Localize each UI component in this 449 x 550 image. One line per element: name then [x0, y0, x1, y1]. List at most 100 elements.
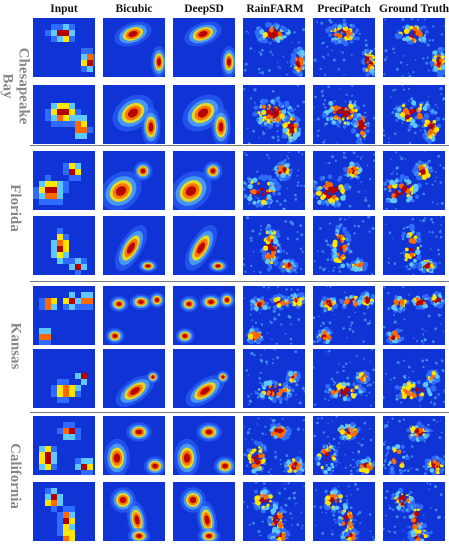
precip-map	[313, 151, 375, 210]
column-header-ground-truth: Ground Truth	[379, 3, 449, 15]
precip-map	[313, 482, 375, 541]
precip-panel	[103, 286, 165, 345]
region-separator	[30, 281, 449, 282]
precip-map	[243, 416, 305, 475]
precip-panel	[33, 286, 95, 345]
row-label-line: Chesapeake	[14, 47, 31, 125]
precip-panel	[313, 151, 375, 210]
row-label-line: California	[7, 443, 23, 509]
precip-map	[173, 216, 235, 275]
precip-map	[173, 85, 235, 144]
column-header-deepsd: DeepSD	[184, 3, 224, 15]
precip-panel	[173, 482, 235, 541]
precip-panel	[313, 85, 375, 144]
precip-panel	[173, 151, 235, 210]
precip-panel	[173, 416, 235, 475]
precip-panel	[173, 85, 235, 144]
precip-panel	[243, 85, 305, 144]
precip-panel	[243, 482, 305, 541]
precip-panel	[243, 416, 305, 475]
precip-panel	[313, 416, 375, 475]
precip-map	[173, 349, 235, 408]
precip-map	[243, 85, 305, 144]
precip-map	[33, 416, 95, 475]
precip-map	[33, 151, 95, 210]
precip-map	[313, 349, 375, 408]
precip-panel	[33, 18, 95, 77]
precip-map	[173, 482, 235, 541]
precip-panel	[173, 18, 235, 77]
precip-map	[33, 286, 95, 345]
precip-map	[383, 18, 445, 77]
precip-panel	[173, 286, 235, 345]
precip-map	[103, 85, 165, 144]
precip-panel	[103, 216, 165, 275]
precip-panel	[313, 18, 375, 77]
precip-panel	[313, 349, 375, 408]
precip-panel	[103, 85, 165, 144]
precip-map	[313, 416, 375, 475]
precip-panel	[383, 416, 445, 475]
region-separator	[30, 412, 449, 413]
precip-panel	[33, 85, 95, 144]
precip-map	[103, 349, 165, 408]
precip-panel	[33, 216, 95, 275]
precip-panel	[33, 482, 95, 541]
region-separator	[30, 145, 449, 146]
precip-map	[173, 416, 235, 475]
precip-map	[313, 286, 375, 345]
precip-map	[33, 85, 95, 144]
precip-map	[173, 151, 235, 210]
precip-panel	[33, 416, 95, 475]
precip-panel	[33, 151, 95, 210]
precip-map	[103, 416, 165, 475]
precip-map	[383, 151, 445, 210]
precip-map	[383, 85, 445, 144]
precip-map	[243, 216, 305, 275]
column-header-input: Input	[50, 3, 78, 15]
precip-map	[243, 18, 305, 77]
precip-map	[383, 286, 445, 345]
precip-panel	[383, 349, 445, 408]
column-header-bicubic: Bicubic	[115, 3, 153, 15]
precip-map	[313, 18, 375, 77]
precip-panel	[243, 349, 305, 408]
precip-panel	[243, 18, 305, 77]
precip-panel	[103, 18, 165, 77]
precip-map	[313, 85, 375, 144]
precip-panel	[243, 286, 305, 345]
precip-panel	[103, 349, 165, 408]
precip-panel	[383, 286, 445, 345]
precip-map	[383, 416, 445, 475]
precip-map	[243, 349, 305, 408]
column-header-rainfarm: RainFARM	[246, 3, 304, 15]
precip-map	[103, 286, 165, 345]
precip-map	[33, 482, 95, 541]
precip-panel	[383, 85, 445, 144]
precip-map	[33, 18, 95, 77]
precip-map	[103, 482, 165, 541]
precip-panel	[383, 18, 445, 77]
precip-panel	[313, 482, 375, 541]
precip-map	[33, 349, 95, 408]
precip-map	[243, 482, 305, 541]
precip-panel	[313, 286, 375, 345]
row-label-line: Florida	[7, 184, 23, 232]
precip-map	[33, 216, 95, 275]
row-label-line: Bay	[0, 73, 15, 99]
precip-panel	[313, 216, 375, 275]
precip-map	[103, 216, 165, 275]
precip-panel	[103, 151, 165, 210]
precip-map	[243, 151, 305, 210]
precip-panel	[243, 151, 305, 210]
precip-panel	[103, 416, 165, 475]
precip-map	[103, 151, 165, 210]
precip-panel	[33, 349, 95, 408]
precip-panel	[243, 216, 305, 275]
precip-panel	[103, 482, 165, 541]
precip-map	[383, 482, 445, 541]
precip-map	[383, 216, 445, 275]
precip-map	[383, 349, 445, 408]
precip-panel	[173, 349, 235, 408]
